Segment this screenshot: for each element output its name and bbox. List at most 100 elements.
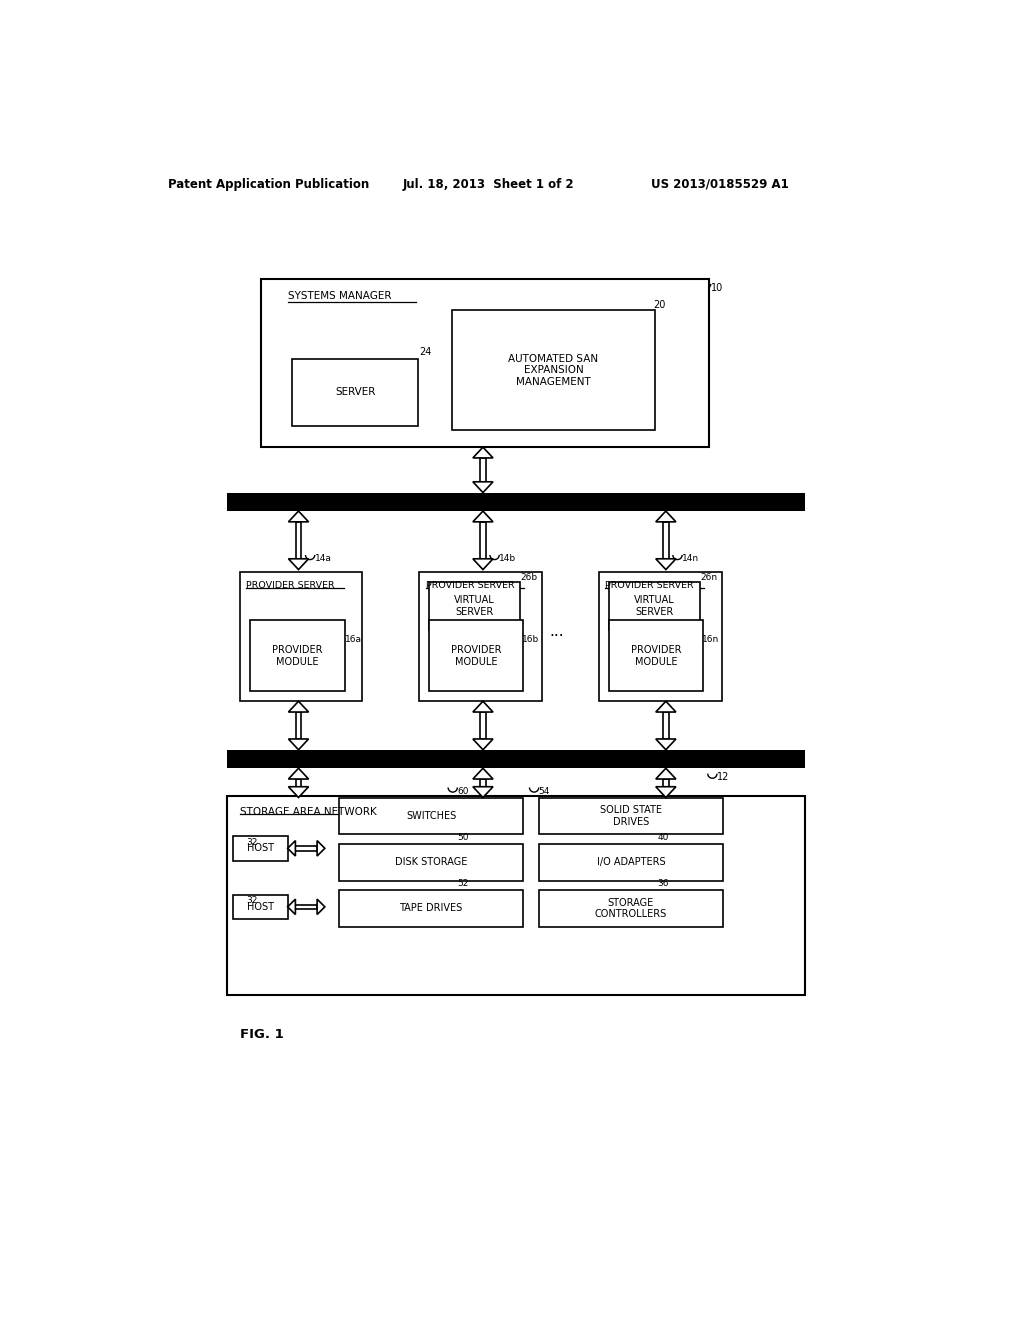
Text: HOST: HOST [247,902,274,912]
Text: 32: 32 [246,896,257,906]
Polygon shape [317,899,325,915]
Text: VIRTUAL
SERVER: VIRTUAL SERVER [634,595,675,616]
Text: DISK STORAGE: DISK STORAGE [395,857,467,867]
Bar [452,310,655,430]
Bar [480,779,485,787]
Polygon shape [473,701,493,711]
Bar [339,890,523,927]
Text: HOST: HOST [247,843,274,853]
Text: VIRTUAL
SERVER: VIRTUAL SERVER [454,595,495,616]
Bar [539,797,723,834]
Polygon shape [289,787,308,797]
Text: 50: 50 [458,833,469,842]
Text: 16a: 16a [345,635,362,644]
Bar [480,458,485,482]
Bar [233,836,288,861]
Text: SERVER: SERVER [335,387,375,397]
Polygon shape [317,841,325,857]
Polygon shape [473,739,493,750]
Polygon shape [655,739,676,750]
Text: PROVIDER
MODULE: PROVIDER MODULE [451,645,501,667]
Bar [240,572,362,701]
Bar [227,750,805,768]
Text: 20: 20 [653,300,666,310]
Bar [339,797,523,834]
Bar [296,711,301,739]
Text: ...: ... [549,623,564,639]
Text: 26b: 26b [520,573,538,582]
Bar [227,796,805,995]
Text: 52: 52 [458,879,469,888]
Bar [599,572,722,701]
Text: US 2013/0185529 A1: US 2013/0185529 A1 [651,178,788,190]
Polygon shape [473,787,493,797]
Bar [227,492,805,511]
Bar [233,895,288,919]
Text: 10: 10 [711,282,723,293]
Text: PROVIDER
MODULE: PROVIDER MODULE [272,645,323,667]
Polygon shape [289,768,308,779]
Text: SOLID STATE
DRIVES: SOLID STATE DRIVES [600,805,662,826]
Polygon shape [473,558,493,570]
Text: STORAGE AREA NETWORK: STORAGE AREA NETWORK [240,807,377,817]
Text: Patent Application Publication: Patent Application Publication [168,178,370,190]
Text: I/O ADAPTERS: I/O ADAPTERS [597,857,666,867]
Text: 60: 60 [458,787,469,796]
Bar [296,521,301,558]
Bar [480,521,485,558]
Text: 14a: 14a [314,554,332,564]
Polygon shape [655,511,676,521]
Bar [664,779,669,787]
Text: STORAGE
CONTROLLERS: STORAGE CONTROLLERS [595,898,667,919]
Text: 24: 24 [420,347,432,358]
Bar [608,620,703,692]
Text: PROVIDER SERVER: PROVIDER SERVER [426,581,514,590]
Text: PROVIDER SERVER: PROVIDER SERVER [605,581,694,590]
Bar [251,620,345,692]
Bar [539,890,723,927]
Bar [296,779,301,787]
Polygon shape [655,701,676,711]
Bar [664,521,669,558]
Polygon shape [288,899,295,915]
Bar [420,572,542,701]
Bar [539,843,723,880]
Polygon shape [473,447,493,458]
Text: FIG. 1: FIG. 1 [241,1028,284,1041]
Text: 16b: 16b [521,635,539,644]
Text: 54: 54 [539,787,550,796]
Bar [339,843,523,880]
Polygon shape [655,558,676,570]
Text: 14n: 14n [682,554,699,564]
Bar [480,711,485,739]
Text: 40: 40 [657,833,669,842]
Text: PROVIDER
MODULE: PROVIDER MODULE [631,645,681,667]
Bar [664,711,669,739]
Polygon shape [289,558,308,570]
Text: 36: 36 [657,879,669,888]
Bar [429,582,520,630]
Text: SWITCHES: SWITCHES [406,810,456,821]
Bar [292,359,418,425]
Polygon shape [289,701,308,711]
Polygon shape [288,841,295,857]
Text: 26n: 26n [700,573,717,582]
Text: 16n: 16n [701,635,719,644]
Polygon shape [655,787,676,797]
Polygon shape [473,511,493,521]
Bar [261,280,710,447]
Text: 32: 32 [246,838,257,846]
Text: SYSTEMS MANAGER: SYSTEMS MANAGER [288,292,391,301]
Polygon shape [473,482,493,492]
Text: Jul. 18, 2013  Sheet 1 of 2: Jul. 18, 2013 Sheet 1 of 2 [403,178,574,190]
Polygon shape [289,739,308,750]
Bar [295,904,317,909]
Text: 12: 12 [717,772,729,783]
Bar [295,846,317,850]
Text: AUTOMATED SAN
EXPANSION
MANAGEMENT: AUTOMATED SAN EXPANSION MANAGEMENT [508,354,599,387]
Bar [608,582,700,630]
Polygon shape [289,511,308,521]
Text: TAPE DRIVES: TAPE DRIVES [399,903,463,913]
Bar [429,620,523,692]
Text: PROVIDER SERVER: PROVIDER SERVER [246,581,335,590]
